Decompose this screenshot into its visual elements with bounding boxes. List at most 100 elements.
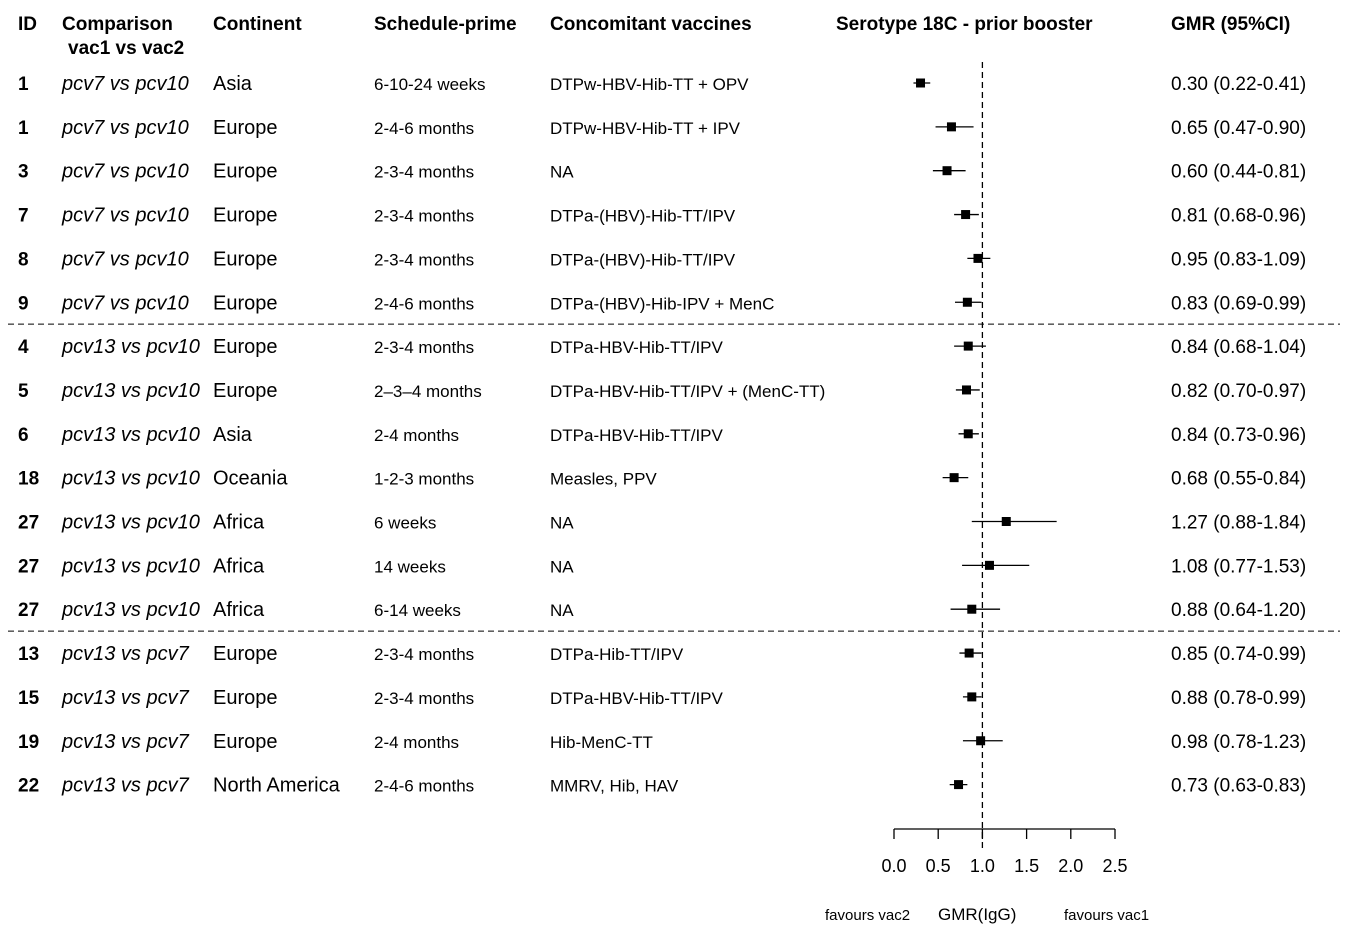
row-continent: Asia <box>213 73 253 95</box>
table-row: 13 pcv13 vs pcv7 Europe 2-3-4 months DTPa-Hi… <box>18 643 1306 665</box>
point-estimate <box>976 736 985 745</box>
row-schedule: 6 weeks <box>374 514 436 533</box>
point-estimate <box>985 561 994 570</box>
row-vaccines: NA <box>550 163 574 182</box>
point-estimate <box>954 780 963 789</box>
row-continent: Europe <box>213 248 278 270</box>
x-tick-label: 2.5 <box>1102 856 1127 876</box>
header-comparison-line2: vac1 vs vac2 <box>68 38 184 59</box>
table-row: 7 pcv7 vs pcv10 Europe 2-3-4 months DTPa-(HB… <box>18 205 1306 227</box>
row-vaccines: Measles, PPV <box>550 470 657 489</box>
table-row: 22 pcv13 vs pcv7 North America 2-4-6 months… <box>18 775 1306 797</box>
row-continent: Europe <box>213 117 278 139</box>
row-vaccines: DTPa-HBV-Hib-TT/IPV <box>550 689 724 708</box>
header-schedule: Schedule-prime <box>374 14 517 35</box>
row-comparison: pcv7 vs pcv10 <box>61 292 189 314</box>
row-gmr-ci: 0.83 (0.69-0.99) <box>1171 293 1306 314</box>
row-comparison: pcv13 vs pcv10 <box>61 380 200 402</box>
row-vaccines: DTPa-(HBV)-Hib-IPV + MenC <box>550 294 774 313</box>
row-comparison: pcv7 vs pcv10 <box>61 73 189 95</box>
point-estimate <box>973 254 982 263</box>
row-gmr-ci: 0.65 (0.47-0.90) <box>1171 118 1306 139</box>
table-rows: 1 pcv7 vs pcv10 Asia 6-10-24 weeks DTPw-HBV-… <box>18 73 1306 797</box>
row-vaccines: DTPw-HBV-Hib-TT + IPV <box>550 119 741 138</box>
row-comparison: pcv13 vs pcv7 <box>61 775 190 797</box>
table-row: 5 pcv13 vs pcv10 Europe 2–3–4 months DTPa-HB… <box>18 380 1306 402</box>
favours-left-label: favours vac2 <box>825 907 910 924</box>
row-gmr-ci: 0.98 (0.78-1.23) <box>1171 732 1306 753</box>
point-estimate <box>961 210 970 219</box>
row-vaccines: Hib-MenC-TT <box>550 733 653 752</box>
row-gmr-ci: 0.95 (0.83-1.09) <box>1171 249 1306 270</box>
x-axis: 0.0 0.5 1.0 1.5 2.0 2.5 <box>881 829 1127 876</box>
header-continent: Continent <box>213 14 302 35</box>
row-id: 4 <box>18 337 29 358</box>
row-comparison: pcv13 vs pcv10 <box>61 424 200 446</box>
table-row: 27 pcv13 vs pcv10 Africa 6 weeks NA 1.27 (0.8… <box>18 512 1306 534</box>
row-id: 27 <box>18 600 39 621</box>
point-estimate <box>962 385 971 394</box>
row-continent: Europe <box>213 643 278 665</box>
row-comparison: pcv7 vs pcv10 <box>61 205 189 227</box>
x-tick-label: 0.0 <box>881 856 906 876</box>
row-gmr-ci: 0.88 (0.64-1.20) <box>1171 600 1306 621</box>
table-row: 6 pcv13 vs pcv10 Asia 2-4 months DTPa-HBV-Hi… <box>18 424 1306 446</box>
point-estimate <box>964 429 973 438</box>
row-continent: Europe <box>213 161 278 183</box>
row-continent: Europe <box>213 687 278 709</box>
row-schedule: 2-4-6 months <box>374 294 474 313</box>
table-row: 1 pcv7 vs pcv10 Asia 6-10-24 weeks DTPw-HBV-… <box>18 73 1306 95</box>
point-estimate <box>963 298 972 307</box>
column-headers: ID Comparison vac1 vs vac2 Continent Sch… <box>18 14 1290 59</box>
row-id: 27 <box>18 513 39 534</box>
row-vaccines: NA <box>550 557 574 576</box>
point-estimate <box>947 122 956 131</box>
row-gmr-ci: 0.81 (0.68-0.96) <box>1171 206 1306 227</box>
table-row: 3 pcv7 vs pcv10 Europe 2-3-4 months NA 0.60 (… <box>18 161 1306 183</box>
table-row: 18 pcv13 vs pcv10 Oceania 1-2-3 months Measl… <box>18 468 1306 490</box>
point-estimate <box>967 605 976 614</box>
row-schedule: 6-10-24 weeks <box>374 75 486 94</box>
row-id: 7 <box>18 206 29 227</box>
row-comparison: pcv13 vs pcv10 <box>61 336 200 358</box>
row-gmr-ci: 1.08 (0.77-1.53) <box>1171 556 1306 577</box>
row-comparison: pcv13 vs pcv7 <box>61 731 190 753</box>
x-tick-label: 2.0 <box>1058 856 1083 876</box>
point-estimate <box>965 649 974 658</box>
row-schedule: 2-4-6 months <box>374 777 474 796</box>
row-continent: Oceania <box>213 468 288 490</box>
table-row: 4 pcv13 vs pcv10 Europe 2-3-4 months DTPa-HB… <box>18 336 1306 358</box>
row-comparison: pcv13 vs pcv7 <box>61 643 190 665</box>
row-schedule: 2-4 months <box>374 733 459 752</box>
row-vaccines: NA <box>550 514 574 533</box>
row-gmr-ci: 0.73 (0.63-0.83) <box>1171 776 1306 797</box>
row-comparison: pcv13 vs pcv10 <box>61 512 200 534</box>
row-id: 8 <box>18 249 29 270</box>
row-id: 6 <box>18 425 29 446</box>
row-id: 5 <box>18 381 29 402</box>
table-row: 15 pcv13 vs pcv7 Europe 2-3-4 months DTPa-HB… <box>18 687 1306 709</box>
table-row: 8 pcv7 vs pcv10 Europe 2-3-4 months DTPa-(HB… <box>18 248 1306 270</box>
row-schedule: 2–3–4 months <box>374 382 482 401</box>
header-comparison-line1: Comparison <box>62 14 173 35</box>
table-row: 9 pcv7 vs pcv10 Europe 2-4-6 months DTPa-(HB… <box>18 292 1306 314</box>
row-continent: Europe <box>213 292 278 314</box>
row-continent: Africa <box>213 599 265 621</box>
row-schedule: 2-3-4 months <box>374 689 474 708</box>
x-tick-label: 1.0 <box>970 856 995 876</box>
row-schedule: 14 weeks <box>374 557 446 576</box>
row-continent: Africa <box>213 512 265 534</box>
point-estimate <box>916 79 925 88</box>
row-gmr-ci: 0.84 (0.73-0.96) <box>1171 425 1306 446</box>
row-comparison: pcv7 vs pcv10 <box>61 117 189 139</box>
row-schedule: 2-4-6 months <box>374 119 474 138</box>
row-schedule: 2-3-4 months <box>374 250 474 269</box>
row-comparison: pcv13 vs pcv10 <box>61 599 200 621</box>
favours-right-label: favours vac1 <box>1064 907 1149 924</box>
row-continent: North America <box>213 775 341 797</box>
row-id: 22 <box>18 776 39 797</box>
row-comparison: pcv7 vs pcv10 <box>61 248 189 270</box>
x-tick-label: 1.5 <box>1014 856 1039 876</box>
row-gmr-ci: 0.82 (0.70-0.97) <box>1171 381 1306 402</box>
